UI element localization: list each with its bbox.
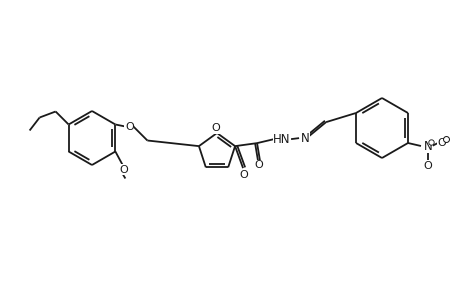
Text: O: O xyxy=(239,170,248,180)
Text: N: N xyxy=(300,132,309,145)
Text: O: O xyxy=(437,138,445,148)
Text: O: O xyxy=(119,164,128,175)
Text: N: N xyxy=(423,140,431,152)
Text: O: O xyxy=(211,123,220,133)
Text: O: O xyxy=(254,160,263,170)
Text: O: O xyxy=(423,161,431,171)
Text: O: O xyxy=(125,122,134,131)
Text: HN: HN xyxy=(273,133,290,146)
